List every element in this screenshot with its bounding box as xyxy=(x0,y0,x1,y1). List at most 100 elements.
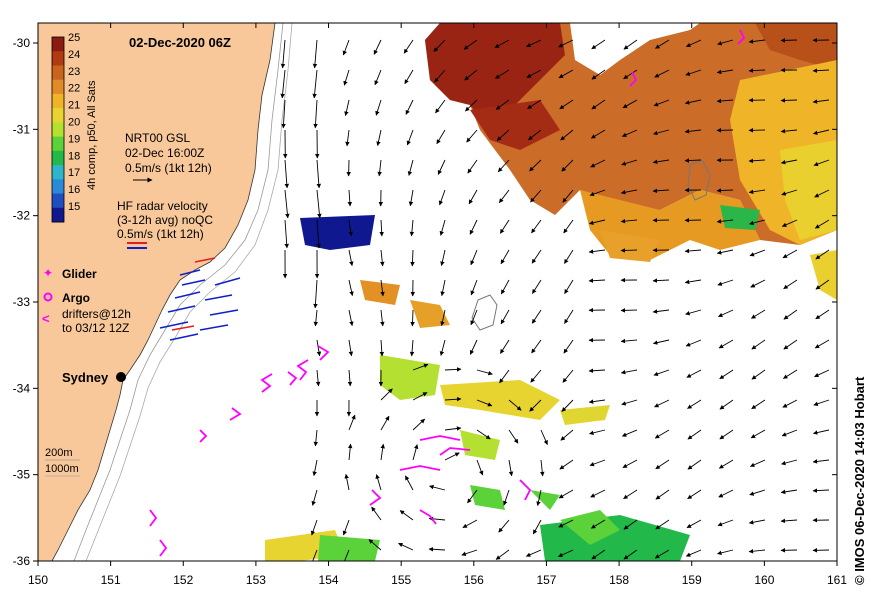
current-vector xyxy=(281,99,286,129)
current-vector xyxy=(623,489,638,500)
current-vector xyxy=(780,128,798,134)
current-vector xyxy=(348,414,356,431)
drifter-symbol: < xyxy=(42,311,50,326)
current-vector xyxy=(589,429,606,436)
current-vector xyxy=(310,519,318,536)
current-vector xyxy=(563,219,574,234)
current-vector xyxy=(748,158,766,164)
current-vector xyxy=(590,159,606,168)
x-tick-label: 159 xyxy=(682,573,702,587)
current-vector xyxy=(652,278,670,283)
map-title: 02-Dec-2020 06Z xyxy=(129,35,231,50)
current-vector xyxy=(316,219,321,249)
current-vector xyxy=(750,429,766,439)
current-vector xyxy=(347,443,353,461)
current-vector xyxy=(780,518,798,524)
current-vector xyxy=(654,429,670,439)
current-vector xyxy=(590,489,606,498)
current-vector xyxy=(622,99,638,109)
colorbar-cell xyxy=(52,179,64,195)
current-vector xyxy=(380,415,390,431)
current-vector xyxy=(499,369,510,384)
current-vector xyxy=(623,69,638,80)
x-axis: 150 151 152 153 154 155 156 157 158 159 160 161 xyxy=(28,23,847,587)
current-vector xyxy=(532,519,542,535)
current-vector xyxy=(530,369,542,383)
current-vector xyxy=(312,39,318,69)
current-vector xyxy=(813,159,830,167)
current-vector xyxy=(591,99,606,110)
current-vector xyxy=(652,309,670,314)
current-vector xyxy=(440,309,446,327)
current-vector xyxy=(781,219,798,227)
colorbar-cell xyxy=(52,108,64,123)
current-vector xyxy=(564,279,574,294)
current-vector xyxy=(529,159,542,172)
current-vector xyxy=(623,549,638,560)
colorbar-tick-label: 17 xyxy=(68,167,80,179)
current-vector xyxy=(497,159,510,173)
current-vector xyxy=(783,339,798,350)
x-tick-label: 152 xyxy=(173,573,193,587)
current-vector xyxy=(344,99,350,117)
svg-text:to 03/12 12Z: to 03/12 12Z xyxy=(62,321,129,335)
current-vector xyxy=(781,429,798,437)
current-vector xyxy=(748,189,766,195)
current-vector xyxy=(719,369,734,380)
current-vector xyxy=(462,519,478,528)
current-vector xyxy=(526,69,542,78)
current-vector xyxy=(466,129,478,143)
x-tick-label: 160 xyxy=(754,573,774,587)
current-vector xyxy=(500,339,510,354)
current-vector xyxy=(655,39,670,49)
current-vector xyxy=(498,519,510,533)
current-vector xyxy=(815,309,830,320)
current-vector xyxy=(437,159,446,175)
current-vector xyxy=(560,429,574,441)
current-vector xyxy=(562,189,574,203)
current-vector xyxy=(716,188,734,193)
current-vector xyxy=(750,279,766,288)
current-vector xyxy=(564,249,574,264)
colorbar-cell xyxy=(52,193,64,209)
current-vector xyxy=(444,396,462,402)
current-vector xyxy=(685,549,702,557)
colorbar-cell xyxy=(52,165,64,180)
current-vector xyxy=(476,399,493,407)
current-vector xyxy=(313,429,319,447)
current-vector xyxy=(508,459,514,477)
current-vector xyxy=(342,519,350,536)
current-vector xyxy=(652,188,670,194)
current-vector xyxy=(781,459,798,466)
current-vector xyxy=(405,99,414,115)
colorbar-tick-label: 18 xyxy=(68,150,80,162)
current-vector xyxy=(530,189,542,203)
current-vector xyxy=(313,99,318,129)
current-vector xyxy=(398,542,414,551)
imos-credit: © IMOS 06-Dec-2020 14:03 Hobart xyxy=(852,376,867,585)
current-vector xyxy=(687,429,702,440)
colorbar-cell xyxy=(52,65,64,81)
svg-text:0.5m/s (1kt 12h): 0.5m/s (1kt 12h) xyxy=(117,227,204,241)
current-vector xyxy=(751,369,766,380)
land-australia xyxy=(38,23,276,561)
current-vector xyxy=(526,39,542,48)
y-tick-label: -35 xyxy=(13,468,31,482)
current-vector xyxy=(310,549,318,561)
y-tick-label: -32 xyxy=(13,209,31,223)
current-vector xyxy=(412,418,426,431)
x-tick-label: 158 xyxy=(609,573,629,587)
drifter-tracks xyxy=(149,29,746,557)
colorbar-tick-label: 19 xyxy=(68,133,80,145)
current-vector xyxy=(620,308,638,313)
colorbar-tick-label: 23 xyxy=(68,66,80,78)
current-vector xyxy=(748,39,766,44)
current-vector xyxy=(561,159,574,172)
current-vector xyxy=(406,129,414,146)
current-vector xyxy=(812,488,830,493)
svg-text:drifters@12h: drifters@12h xyxy=(62,307,131,321)
current-vector xyxy=(345,129,350,147)
y-tick-label: -33 xyxy=(13,295,31,309)
current-vector xyxy=(685,39,702,48)
current-vector xyxy=(405,475,414,491)
